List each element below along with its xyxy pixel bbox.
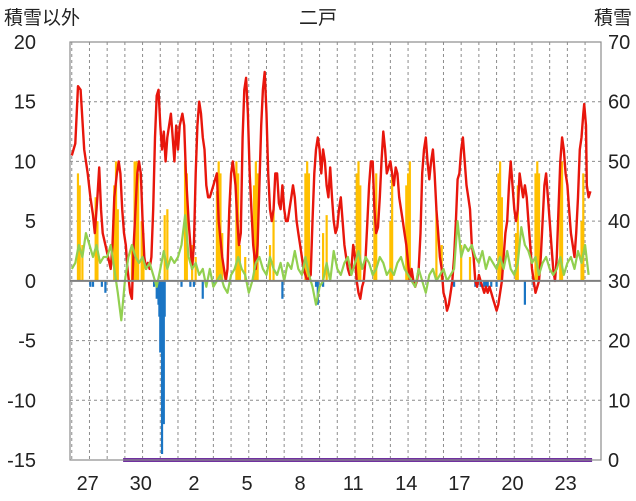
x-tick-label: 5 <box>241 473 252 495</box>
x-tick-label: 11 <box>343 473 364 495</box>
x-tick-label: 8 <box>295 473 306 495</box>
left-tick-label: -5 <box>18 331 36 353</box>
left-axis-label: 積雪以外 <box>4 7 80 29</box>
right-tick-label: 0 <box>608 450 619 472</box>
x-tick-label: 17 <box>448 473 470 495</box>
x-tick-label: 30 <box>130 473 152 495</box>
right-tick-label: 10 <box>608 390 630 412</box>
left-tick-label: -10 <box>7 390 36 412</box>
left-tick-label: -15 <box>7 450 36 472</box>
temperature-line <box>70 70 592 312</box>
x-tick-label: 2 <box>188 473 199 495</box>
x-tick-label: 23 <box>554 473 576 495</box>
right-tick-label: 60 <box>608 92 630 114</box>
left-tick-label: 20 <box>14 32 36 54</box>
x-tick-label: 20 <box>501 473 523 495</box>
x-tick-label: 27 <box>77 473 99 495</box>
left-tick-label: 0 <box>25 271 36 293</box>
left-tick-label: 5 <box>25 211 36 233</box>
right-tick-label: 40 <box>608 211 630 233</box>
left-tick-label: 10 <box>14 151 36 173</box>
plot-frame <box>69 41 602 461</box>
x-tick-label: 14 <box>395 473 417 495</box>
right-tick-label: 20 <box>608 331 630 353</box>
right-tick-label: 70 <box>608 32 630 54</box>
right-axis-label: 積雪 <box>594 7 632 29</box>
left-tick-label: 15 <box>14 92 36 114</box>
right-tick-label: 50 <box>608 151 630 173</box>
chart-title: 二戸 <box>299 7 337 29</box>
axes: -15 -10 -5 0 5 10 15 20 0 10 20 30 40 50 60 70 27 30 2 5 8 11… <box>7 32 630 495</box>
right-tick-label: 30 <box>608 271 630 293</box>
